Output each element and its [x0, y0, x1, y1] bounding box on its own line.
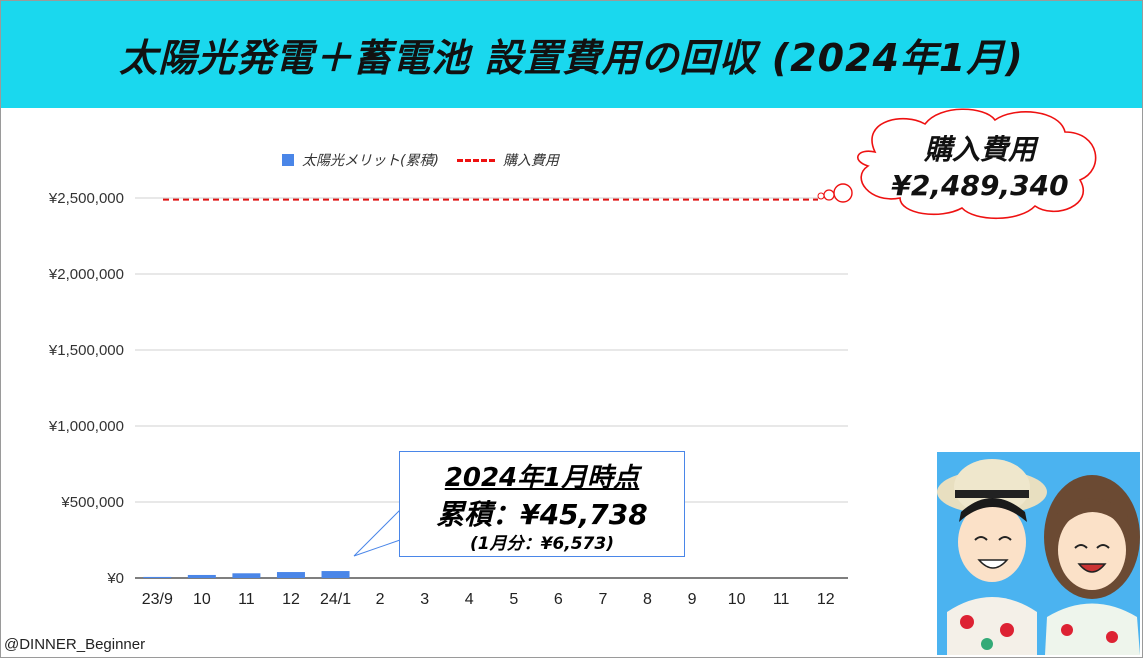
- legend-bar-swatch: [282, 154, 294, 166]
- legend-line-label: 購入費用: [502, 153, 559, 169]
- x-tick-label: 23/9: [142, 591, 173, 608]
- y-tick-label: ¥500,000: [60, 494, 124, 511]
- x-tick-label: 8: [643, 591, 652, 608]
- x-tick-label: 12: [817, 591, 835, 608]
- callout-box: 2024年1月時点 累積：¥45,738 (1月分：¥6,573): [399, 451, 685, 557]
- x-tick-label: 3: [420, 591, 429, 608]
- x-tick-label: 24/1: [320, 591, 351, 608]
- bars: [143, 571, 350, 578]
- title-banner: 太陽光発電＋蓄電池 設置費用の回収 (2024年1月): [1, 1, 1142, 108]
- x-tick-label: 2: [376, 591, 385, 608]
- bar: [321, 571, 350, 578]
- bar: [232, 573, 261, 578]
- y-tick-label: ¥0: [106, 570, 124, 587]
- cloud-line2: ¥2,489,340: [891, 169, 1069, 202]
- cloud-shape: [817, 108, 1097, 220]
- page-title: 太陽光発電＋蓄電池 設置費用の回収 (2024年1月): [119, 36, 1024, 80]
- callout-line3: (1月分：¥6,573): [470, 534, 614, 554]
- cloud-line1: 購入費用: [923, 133, 1036, 166]
- character-illustration: [937, 452, 1140, 655]
- x-tick-label: 4: [465, 591, 474, 608]
- y-tick-label: ¥1,000,000: [48, 418, 124, 435]
- y-tick-label: ¥2,000,000: [48, 266, 124, 283]
- x-tick-label: 7: [598, 591, 607, 608]
- credit-text: @DINNER_Beginner: [4, 636, 146, 653]
- bar: [143, 576, 172, 578]
- callout-pointer: [353, 509, 401, 557]
- x-tick-label: 11: [773, 591, 790, 608]
- legend-bar-label: 太陽光メリット(累積): [302, 153, 439, 169]
- x-tick-label: 11: [238, 591, 255, 608]
- x-tick-label: 12: [282, 591, 300, 608]
- x-tick-label: 9: [688, 591, 697, 608]
- cloud-callout: 購入費用 ¥2,489,340: [880, 132, 1080, 204]
- x-tick-labels: 23/9 10 11 12 24/1 2 3 4 5 6 7 8 9 10 11 12: [142, 591, 835, 608]
- y-tick-labels: ¥0 ¥500,000 ¥1,000,000 ¥1,500,000 ¥2,000,000…: [48, 190, 124, 587]
- x-tick-label: 6: [554, 591, 563, 608]
- callout-line2: 累積：¥45,738: [436, 498, 648, 531]
- legend-line-swatch: [456, 158, 495, 162]
- bar: [187, 574, 216, 578]
- x-tick-label: 10: [728, 591, 746, 608]
- y-tick-label: ¥1,500,000: [48, 342, 124, 359]
- x-tick-label: 10: [193, 591, 211, 608]
- y-tick-label: ¥2,500,000: [48, 190, 124, 207]
- legend: 太陽光メリット(累積) 購入費用: [282, 150, 559, 170]
- callout-line1: 2024年1月時点: [444, 463, 640, 493]
- bar: [276, 572, 305, 578]
- x-tick-label: 5: [509, 591, 518, 608]
